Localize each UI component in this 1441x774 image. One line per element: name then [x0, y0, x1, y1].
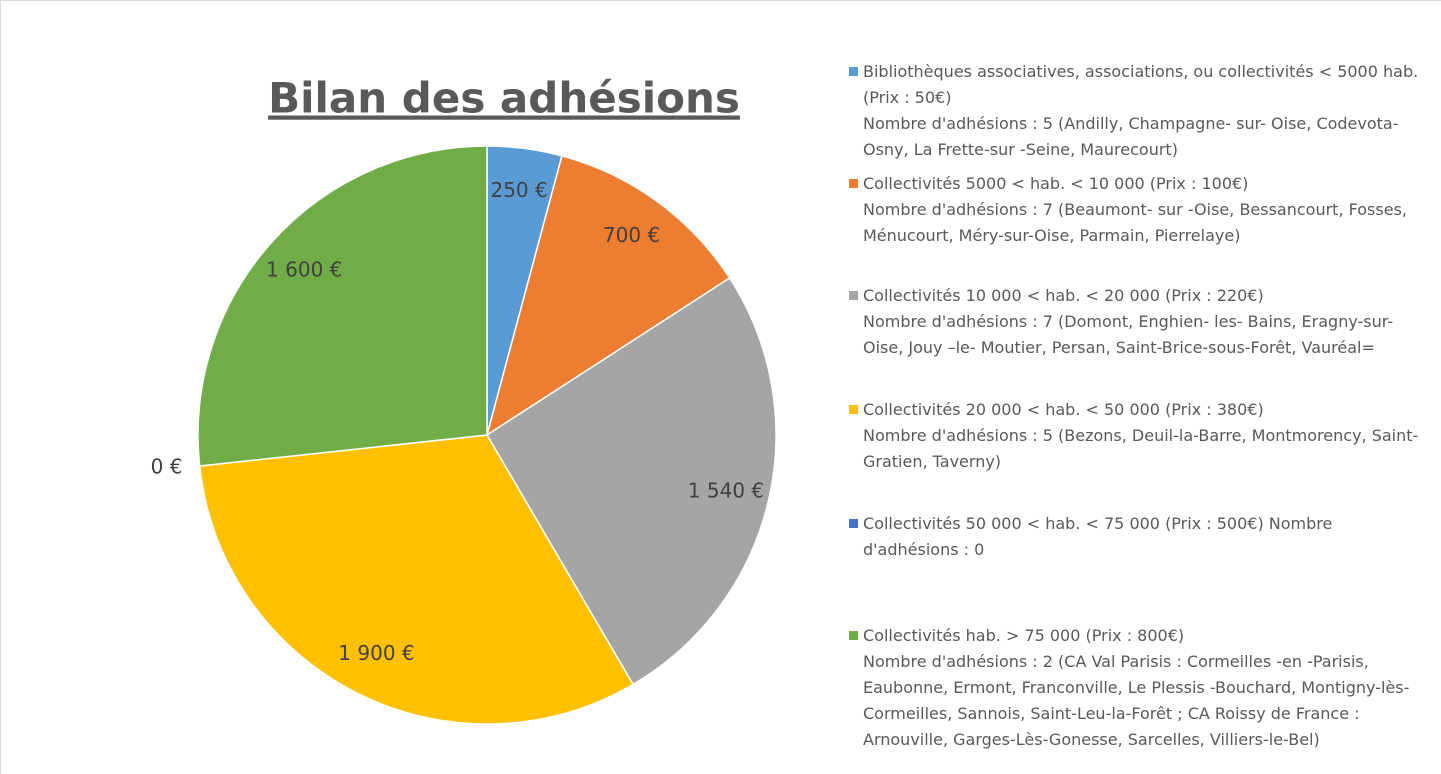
data-label: 0 € [151, 454, 183, 478]
legend-swatch [849, 405, 858, 414]
legend-swatch [849, 631, 858, 640]
pie-slice [485, 276, 777, 686]
legend-label: Collectivités hab. > 75 000 (Prix : 800€… [863, 626, 1410, 749]
legend-entry: Bibliothèques associatives, associations… [849, 59, 1427, 163]
pie-slice [485, 154, 731, 437]
legend-swatch [849, 291, 858, 300]
legend-swatch [849, 519, 858, 528]
data-label: 1 540 € [688, 478, 764, 502]
legend-swatch [849, 179, 858, 188]
chart-title: Bilan des adhésions [268, 74, 740, 123]
legend-entry: Collectivités 5000 < hab. < 10 000 (Prix… [849, 171, 1427, 249]
legend-entry: Collectivités hab. > 75 000 (Prix : 800€… [849, 623, 1427, 753]
legend-entry: Collectivités 10 000 < hab. < 20 000 (Pr… [849, 283, 1427, 361]
pie-slice [198, 434, 635, 725]
legend-label: Collectivités 20 000 < hab. < 50 000 (Pr… [863, 400, 1419, 471]
legend-entry: Collectivités 20 000 < hab. < 50 000 (Pr… [849, 397, 1427, 475]
pie-slice [197, 145, 488, 467]
legend-label: Collectivités 10 000 < hab. < 20 000 (Pr… [863, 286, 1394, 357]
data-label: 250 € [490, 178, 547, 202]
legend-swatch [849, 67, 858, 76]
legend-entry: Collectivités 50 000 < hab. < 75 000 (Pr… [849, 511, 1427, 563]
pie-area: Bilan des adhésions 250 € 700 € 1 540 € 1 9… [151, 74, 777, 725]
legend-label: Bibliothèques associatives, associations… [863, 62, 1419, 159]
data-label: 700 € [603, 223, 660, 247]
legend-label: Collectivités 50 000 < hab. < 75 000 (Pr… [863, 514, 1333, 559]
data-label: 1 900 € [338, 641, 414, 665]
legend-label: Collectivités 5000 < hab. < 10 000 (Prix… [863, 174, 1407, 245]
data-label: 1 600 € [266, 257, 342, 281]
